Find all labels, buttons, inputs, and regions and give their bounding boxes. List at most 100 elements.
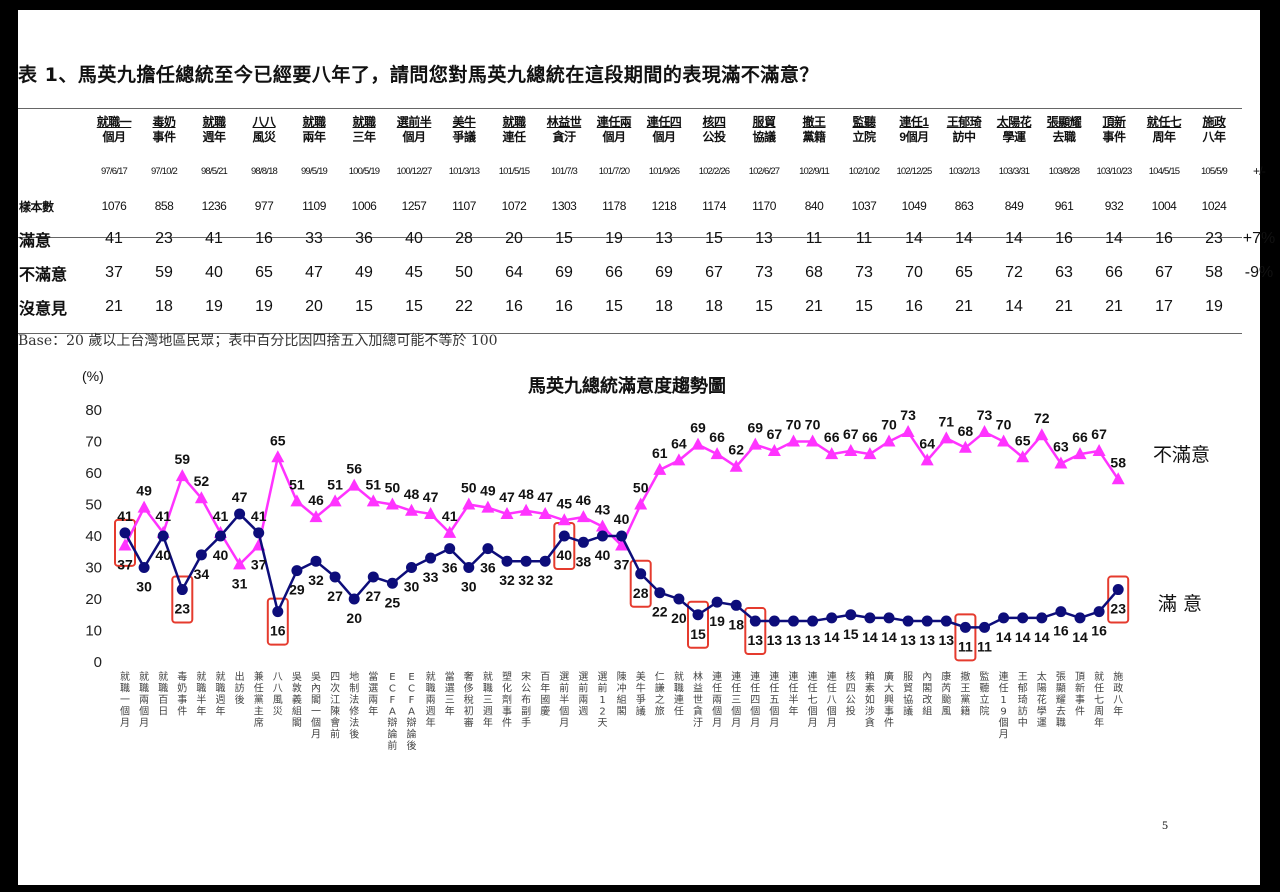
- cell-h-16: 連任1 9個月: [899, 115, 929, 144]
- cell-n-20: 932: [1104, 199, 1124, 213]
- cell-h-10: 連任兩 個月: [596, 115, 632, 144]
- dissatisfied-point: [901, 425, 915, 438]
- cell-x-11: 18: [655, 298, 673, 315]
- cell-date-22: 105/5/9: [1200, 165, 1228, 177]
- dissatisfied-point: [309, 510, 323, 523]
- satisfied-point: [711, 596, 723, 608]
- satisfied-data-label: 22: [652, 604, 668, 620]
- cell-h-14: 撤王 黨籍: [802, 115, 826, 144]
- satisfied-point: [234, 508, 246, 520]
- dissatisfied-point: [939, 431, 953, 444]
- x-tick-label: E C F A 辯論後: [407, 672, 417, 752]
- x-tick-label: 監聽立院: [980, 670, 990, 718]
- x-tick-label: 地制法修法後: [349, 670, 359, 741]
- satisfied-data-label: 14: [1015, 629, 1031, 645]
- cell-date-8: 101/5/15: [498, 165, 530, 177]
- satisfied-data-label: 36: [480, 560, 496, 576]
- x-tick-label: 林益世貪汙: [693, 670, 703, 729]
- cell-n-6: 1257: [401, 199, 427, 213]
- x-tick-label: 就職百日: [158, 670, 168, 718]
- x-tick-label: 就職連任: [674, 670, 684, 718]
- satisfied-point: [902, 615, 914, 627]
- satisfied-point: [138, 562, 150, 573]
- dissatisfied-point: [978, 425, 991, 438]
- satisfied-data-label: 15: [843, 626, 859, 642]
- cell-date-15: 102/10/2: [848, 165, 880, 177]
- satisfied-point: [157, 530, 169, 542]
- dissatisfied-data-label: 65: [1015, 432, 1031, 448]
- cell-d-21: 67: [1155, 264, 1173, 281]
- cell-date-6: 100/12/27: [396, 165, 432, 177]
- cell-x-5: 15: [355, 298, 373, 315]
- dissatisfied-point: [271, 450, 285, 463]
- satisfied-data-label: 14: [862, 629, 878, 645]
- satisfied-point: [425, 552, 437, 564]
- dissatisfied-point: [137, 500, 151, 513]
- table-title: 表 1、馬英九擔任總統至今已經要八年了，請問您對馬英九總統在這段期間的表現滿不滿…: [18, 64, 819, 86]
- satisfied-data-label: 16: [1053, 623, 1069, 639]
- cell-h-8: 就職 連任: [502, 115, 526, 144]
- satisfied-data-label: 32: [518, 572, 534, 588]
- cell-date-2: 98/5/21: [200, 165, 228, 177]
- satisfied-point: [979, 621, 990, 633]
- cell-date-21: 104/5/15: [1148, 165, 1180, 177]
- cell-x-17: 21: [955, 298, 973, 315]
- dissatisfied-data-label: 70: [881, 417, 897, 433]
- dissatisfied-point: [366, 494, 380, 507]
- dissatisfied-data-label: 31: [232, 575, 248, 591]
- satisfied-point: [616, 530, 628, 542]
- cell-s-17: 14: [955, 230, 973, 247]
- cell-d-4: 47: [305, 264, 323, 281]
- satisfied-data-label: 14: [996, 629, 1012, 645]
- satisfied-data-label: 28: [633, 585, 649, 601]
- cell-d-17: 65: [955, 264, 973, 281]
- satisfied-point: [692, 609, 704, 621]
- dissatisfied-data-label: 68: [958, 423, 974, 439]
- row-label-satisfied: 滿意: [19, 233, 52, 250]
- x-tick-label: 康芮颱風: [941, 670, 951, 718]
- x-tick-label: 頂新事件: [1075, 671, 1085, 718]
- satisfied-point: [253, 527, 265, 539]
- cell-d-7: 50: [455, 264, 473, 281]
- x-tick-label: 就職一個月: [120, 670, 130, 729]
- satisfied-point: [635, 568, 647, 580]
- satisfied-point: [1055, 606, 1067, 618]
- base-note: Base：20 歲以上台灣地區民眾；表中百分比因四捨五入加總可能不等於 100: [18, 333, 498, 349]
- x-tick-label: 就職三週年: [483, 670, 493, 729]
- x-tick-label: 賴素如涉貪: [865, 670, 875, 729]
- cell-x-1: 18: [155, 298, 173, 315]
- highlight-box: [171, 575, 194, 624]
- cell-date-7: 101/3/13: [448, 165, 480, 177]
- dissatisfied-data-label: 50: [461, 480, 477, 496]
- cell-x-18: 14: [1005, 298, 1023, 315]
- cell-h-6: 選前半 個月: [396, 115, 432, 144]
- satisfaction-table: 就職一 個月 毒奶 事件 就職 週年 八八 風災 就職 兩年 就職 三年 選前半 個月 美牛 爭議 就職 連任 林益…: [15, 108, 1279, 324]
- satisfied-data-label: 19: [709, 613, 725, 629]
- satisfied-data-label: 32: [537, 572, 553, 588]
- dissatisfied-point: [920, 453, 934, 466]
- cell-d-16: 70: [905, 264, 923, 281]
- satisfied-data-label: 13: [939, 632, 955, 648]
- dissatisfied-data-label: 70: [786, 417, 802, 433]
- dissatisfied-data-label: 69: [748, 420, 764, 436]
- satisfied-data-label: 11: [977, 638, 992, 654]
- chart-title: 馬英九總統滿意度趨勢圖: [528, 375, 726, 397]
- cell-d-14: 68: [805, 264, 823, 281]
- satisfied-point: [444, 543, 456, 555]
- highlight-box: [687, 600, 709, 649]
- x-tick-label: 就職兩週年: [426, 670, 436, 729]
- x-tick-label: 連任兩個月: [712, 670, 722, 729]
- dissatisfied-point: [787, 434, 800, 447]
- cell-n-7: 1107: [452, 199, 476, 213]
- cell-s-19: 16: [1055, 230, 1073, 247]
- satisfied-point: [348, 593, 360, 605]
- x-tick-label: 塑化劑事件: [502, 671, 512, 729]
- cell-x-10: 15: [605, 298, 623, 315]
- cell-date-0: 97/6/17: [100, 165, 128, 177]
- dissatisfied-point: [194, 491, 208, 504]
- dissatisfied-data-label: 67: [1091, 426, 1107, 442]
- dissatisfied-data-label: 48: [518, 486, 534, 502]
- cell-date-13: 102/6/27: [748, 165, 780, 177]
- cell-date-3: 98/8/18: [250, 165, 278, 177]
- satisfied-point: [539, 555, 551, 567]
